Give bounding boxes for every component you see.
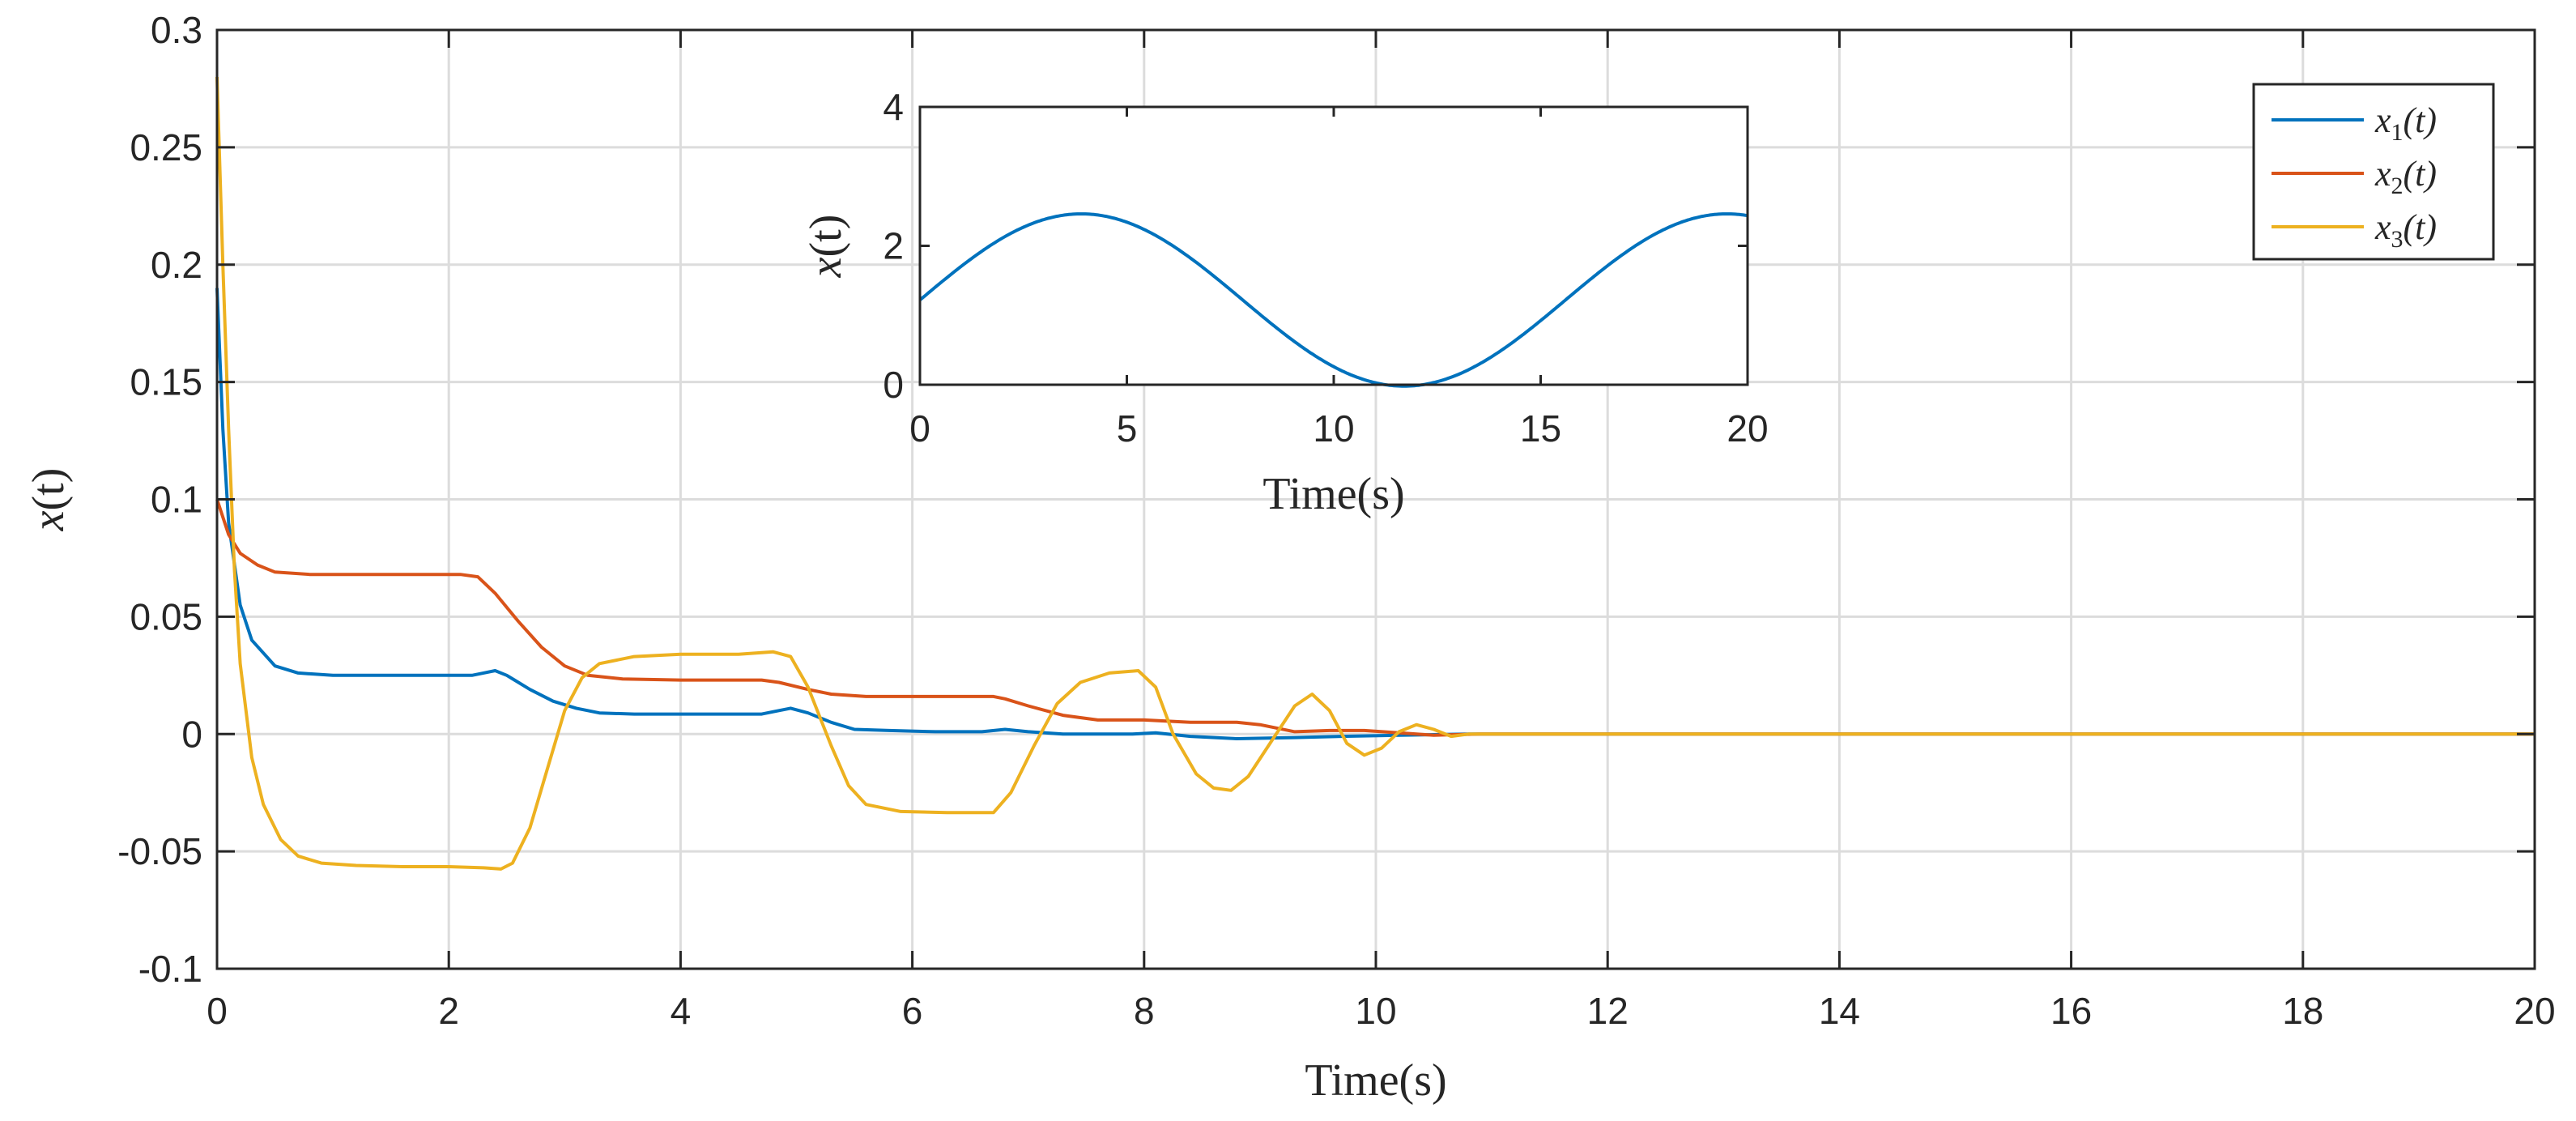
main-y-tick-label: 0.25 bbox=[130, 126, 202, 168]
series-line-x3 bbox=[215, 76, 2535, 871]
main-x-tick-label: 2 bbox=[438, 990, 459, 1032]
inset-series-line bbox=[918, 212, 1748, 388]
inset-x-axis-label: Time(s) bbox=[1262, 469, 1404, 519]
main-axes: 0 2 4 6 8 10 12 14 16 18 20 -0.1-0.0500.050.10.150… bbox=[23, 9, 2556, 1106]
main-y-tick-label: 0.1 bbox=[151, 479, 202, 521]
main-x-tick-label: 18 bbox=[2282, 990, 2323, 1032]
main-y-axis-label-arg: (t) bbox=[23, 468, 74, 511]
inset-y-tick-labels: 0 2 4 bbox=[883, 86, 904, 406]
legend-items: x1(t) x2(t) x3(t) bbox=[2272, 100, 2437, 253]
main-x-tick-label: 4 bbox=[671, 990, 692, 1032]
legend-label-x3: x3(t) bbox=[2374, 207, 2437, 253]
main-y-axis-label: x(t) bbox=[23, 468, 74, 532]
main-y-tick-labels: -0.1 -0.05 0 0.05 0.1 0.15 0.2 0.25 0.3 bbox=[117, 9, 202, 990]
main-x-tick-label: 14 bbox=[1819, 990, 1860, 1032]
main-x-tick-label: 16 bbox=[2050, 990, 2092, 1032]
inset-ticks bbox=[918, 105, 1749, 386]
legend: x1(t) x2(t) x3(t) bbox=[2252, 83, 2495, 261]
main-x-tick-label: 20 bbox=[2514, 990, 2555, 1032]
inset-y-axis-label-arg: (t) bbox=[801, 215, 851, 258]
inset-series-layer bbox=[918, 212, 1748, 388]
main-x-tick-label: 8 bbox=[1134, 990, 1155, 1032]
main-x-tick-label: 10 bbox=[1355, 990, 1396, 1032]
main-y-tick-label: 0 bbox=[181, 713, 202, 755]
main-x-tick-labels: 0 2 4 6 8 10 12 14 16 18 20 bbox=[207, 990, 2555, 1032]
inset-x-tick-label: 5 bbox=[1117, 407, 1138, 450]
inset-y-tick-label: 0 bbox=[883, 364, 904, 406]
inset-x-tick-labels: 0 5 10 15 20 bbox=[909, 407, 1768, 450]
inset-y-axis-label: x(t) bbox=[801, 215, 851, 279]
main-x-tick-label: 6 bbox=[902, 990, 923, 1032]
series-line-x2 bbox=[215, 498, 2535, 737]
inset-y-tick-label: 2 bbox=[883, 225, 904, 267]
main-y-tick-label: 0.3 bbox=[151, 9, 202, 51]
series-line-x1 bbox=[215, 288, 2535, 740]
inset-x-tick-label: 10 bbox=[1313, 407, 1354, 450]
main-ticks bbox=[215, 28, 2536, 970]
main-x-tick-label: 0 bbox=[207, 990, 228, 1032]
inset-x-tick-label: 0 bbox=[909, 407, 930, 450]
main-x-tick-label: 12 bbox=[1587, 990, 1629, 1032]
inset-y-axis-label-var: x bbox=[801, 257, 851, 278]
main-y-tick-label: -0.1 bbox=[138, 948, 202, 990]
main-y-tick-label: 0.05 bbox=[130, 595, 202, 637]
main-x-axis-label: Time(s) bbox=[1305, 1055, 1446, 1106]
inset-x-tick-label: 15 bbox=[1520, 407, 1561, 450]
main-y-tick-label: 0.2 bbox=[151, 244, 202, 286]
inset-y-tick-label: 4 bbox=[883, 86, 904, 128]
main-y-tick-label: -0.05 bbox=[117, 830, 202, 872]
main-y-axis-label-var: x bbox=[23, 510, 74, 531]
inset-axes: 0 5 10 15 20 0 2 4 Time(s) x(t) bbox=[801, 86, 1769, 519]
main-y-tick-label: 0.15 bbox=[130, 361, 202, 403]
inset-x-tick-label: 20 bbox=[1727, 407, 1768, 450]
legend-label-x1: x1(t) bbox=[2374, 100, 2437, 146]
legend-label-x2: x2(t) bbox=[2374, 154, 2437, 199]
main-series-layer bbox=[215, 76, 2535, 871]
inset-background bbox=[920, 107, 1748, 385]
